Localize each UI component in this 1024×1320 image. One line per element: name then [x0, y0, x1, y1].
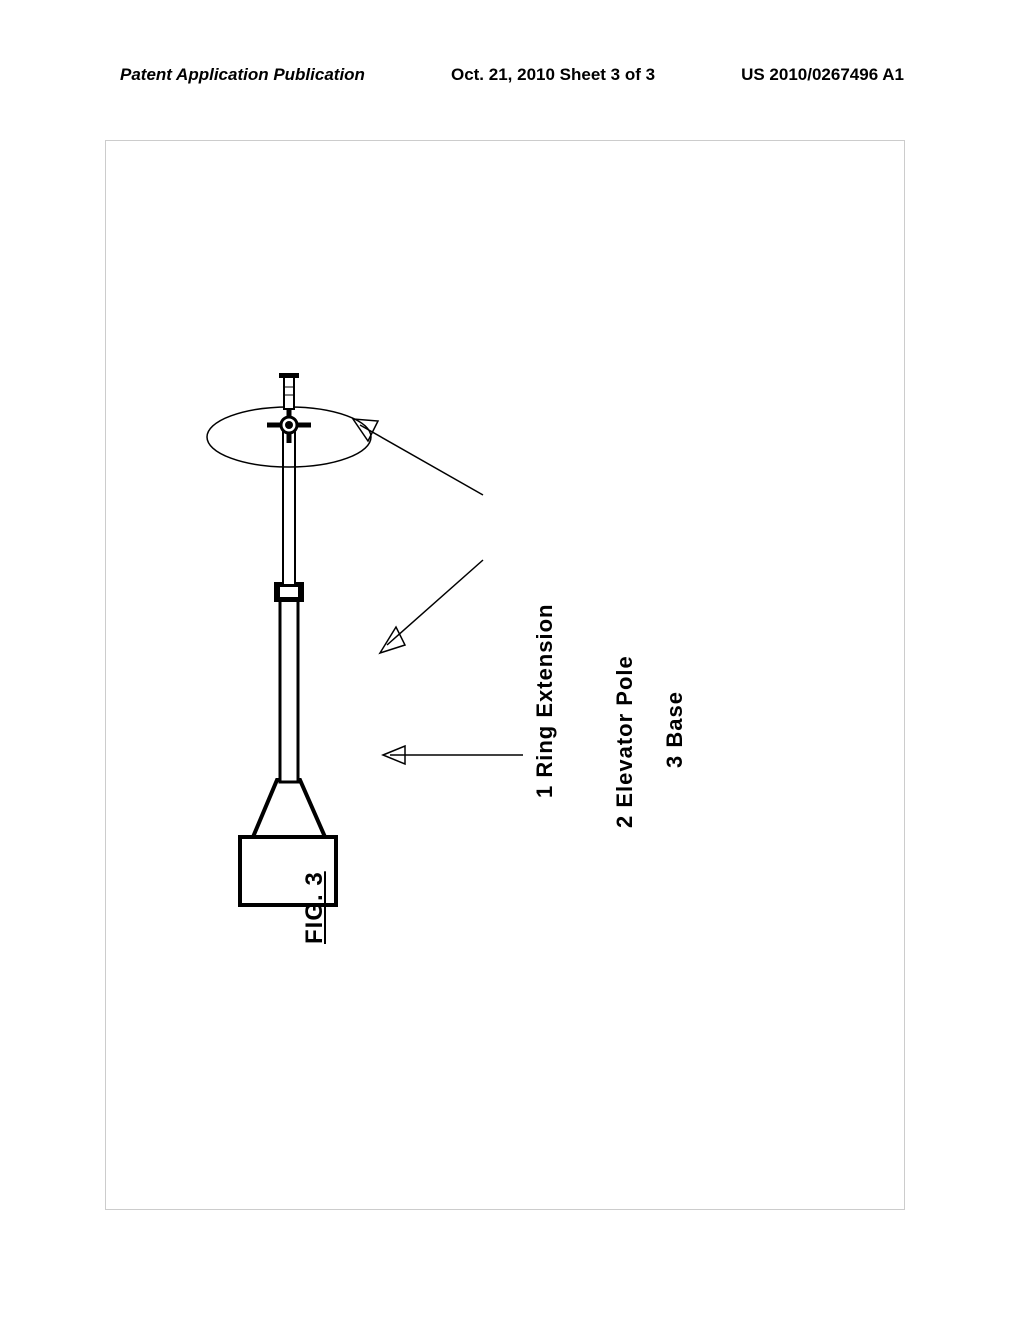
hub-inner — [285, 421, 293, 429]
patent-figure-svg — [165, 365, 845, 985]
figure-number-label: FIG. 3 — [301, 871, 329, 944]
pole-collar-inner — [280, 587, 298, 597]
header-date-sheet: Oct. 21, 2010 Sheet 3 of 3 — [451, 65, 655, 85]
figure-frame: 1 Ring Extension 2 Elevator Pole 3 Base … — [105, 140, 905, 1210]
label-base: 3 Base — [662, 691, 688, 768]
pole-lower — [280, 590, 298, 782]
arrow-ring-head — [353, 419, 378, 441]
base-funnel — [253, 780, 325, 837]
top-stem — [284, 377, 294, 409]
pole-upper — [283, 430, 295, 585]
top-cap — [279, 373, 299, 378]
arrow-pole-line — [387, 560, 483, 645]
label-elevator-pole: 2 Elevator Pole — [612, 655, 638, 828]
header-publication: Patent Application Publication — [120, 65, 365, 85]
label-ring-extension: 1 Ring Extension — [532, 604, 558, 798]
arrow-ring-line — [360, 425, 483, 495]
patent-header: Patent Application Publication Oct. 21, … — [0, 65, 1024, 85]
header-patent-number: US 2010/0267496 A1 — [741, 65, 904, 85]
figure-container: 1 Ring Extension 2 Elevator Pole 3 Base … — [165, 365, 845, 985]
